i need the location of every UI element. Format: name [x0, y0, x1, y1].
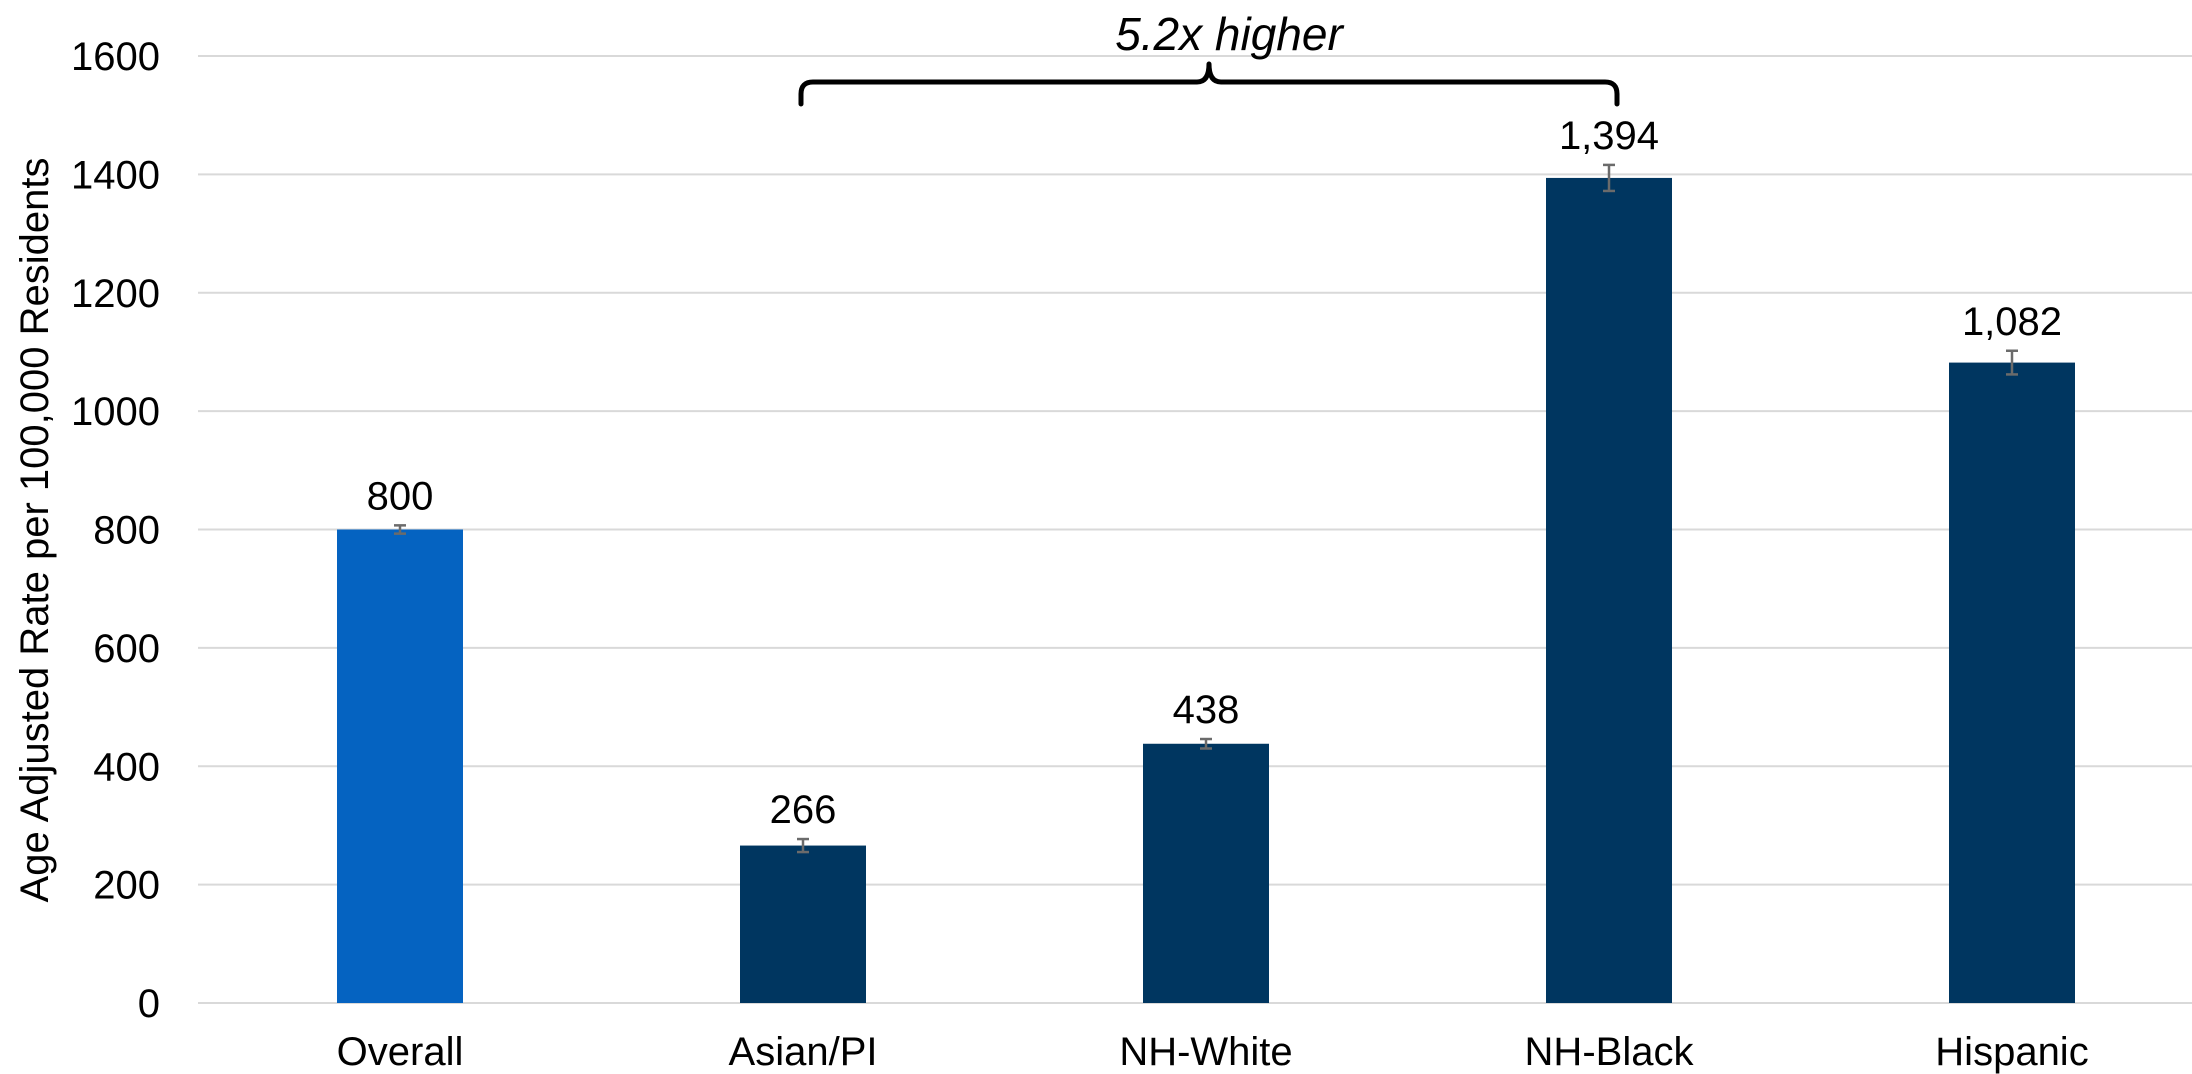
- y-tick-label: 200: [93, 864, 160, 908]
- bar-hispanic: [1949, 362, 2075, 1003]
- data-label: 1,082: [1962, 300, 2062, 344]
- bar-overall: [337, 529, 463, 1003]
- bar-asian-pi: [740, 845, 866, 1003]
- error-bar: [1603, 163, 1615, 193]
- y-tick-label: 1200: [71, 272, 160, 316]
- annotation: 5.2x higher: [798, 8, 1620, 107]
- y-tick-label: 600: [93, 627, 160, 671]
- annotation-text: 5.2x higher: [1115, 8, 1344, 60]
- data-label: 266: [770, 788, 837, 832]
- y-tick-label: 400: [93, 745, 160, 789]
- y-tick-label: 0: [138, 982, 160, 1026]
- bar-nh-white: [1143, 743, 1269, 1003]
- category-label: NH-White: [1119, 1030, 1292, 1074]
- category-label: NH-Black: [1525, 1030, 1695, 1074]
- x-axis-categories: Overall Asian/PI NH-White NH-Black Hispanic: [337, 1030, 2089, 1074]
- bar-nh-black: [1546, 177, 1672, 1003]
- y-tick-label: 1600: [71, 35, 160, 79]
- bars: [337, 177, 2075, 1003]
- comparison-brace: [798, 61, 1620, 107]
- category-label: Hispanic: [1935, 1030, 2088, 1074]
- y-axis-title: Age Adjusted Rate per 100,000 Residents: [13, 158, 57, 903]
- y-tick-label: 1000: [71, 390, 160, 434]
- data-labels: 800 266 438 1,394 1,082: [367, 114, 2062, 832]
- y-axis-ticks: 0 200 400 600 800 1000 1200 1400 1600: [71, 35, 160, 1026]
- y-tick-label: 800: [93, 509, 160, 553]
- error-bar: [1200, 737, 1212, 750]
- error-bar: [2006, 349, 2018, 376]
- data-label: 800: [367, 474, 434, 518]
- error-bars: [394, 163, 2018, 854]
- category-label: Overall: [337, 1030, 464, 1074]
- data-label: 438: [1173, 688, 1240, 732]
- y-tick-label: 1400: [71, 153, 160, 197]
- data-label: 1,394: [1559, 114, 1659, 158]
- error-bar: [797, 837, 809, 854]
- gridlines: [198, 55, 2192, 1004]
- error-bar: [394, 524, 406, 535]
- category-label: Asian/PI: [729, 1030, 878, 1074]
